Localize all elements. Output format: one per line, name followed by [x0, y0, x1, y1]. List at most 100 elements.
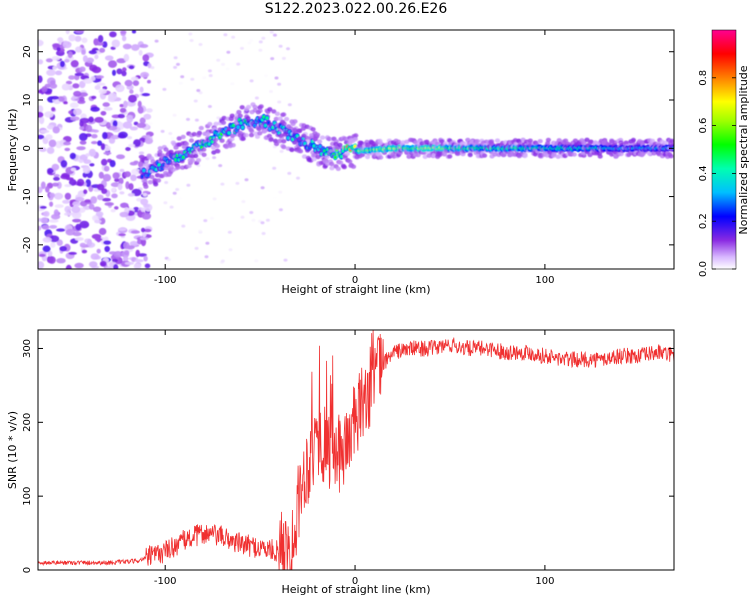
noise-blob — [62, 199, 70, 204]
noise-blob — [39, 129, 50, 134]
noise-blob — [64, 59, 70, 63]
noise-blob — [190, 77, 195, 81]
noise-blob — [122, 256, 129, 262]
noise-blob — [241, 200, 246, 204]
ridge-halo — [527, 138, 533, 143]
noise-blob — [49, 192, 55, 198]
noise-blob — [64, 205, 72, 213]
ridge-halo — [669, 138, 674, 144]
noise-blob — [212, 197, 217, 201]
ridge-core — [231, 123, 236, 128]
noise-blob — [55, 70, 63, 76]
noise-blob — [111, 258, 118, 263]
noise-blob — [164, 181, 169, 184]
ridge-halo — [662, 140, 668, 146]
y-tick-label: -20 — [22, 237, 33, 253]
noise-blob — [131, 30, 137, 34]
noise-blob — [88, 261, 98, 268]
noise-blob — [128, 65, 135, 70]
noise-blob — [112, 69, 116, 76]
noise-blob — [85, 179, 91, 188]
noise-blob — [121, 70, 127, 77]
ridge-halo — [281, 121, 287, 126]
noise-blob — [68, 251, 77, 255]
y-tick-label: 10 — [22, 94, 33, 107]
noise-blob — [75, 196, 85, 202]
noise-blob — [296, 176, 300, 180]
ridge-halo — [646, 151, 653, 156]
noise-blob — [45, 58, 53, 63]
colorbar-tick-label: 0.6 — [698, 118, 709, 134]
noise-blob — [123, 100, 128, 109]
noise-blob — [130, 174, 137, 182]
ridge-core — [181, 155, 185, 159]
noise-blob — [258, 40, 263, 44]
noise-blob — [123, 241, 130, 250]
noise-blob — [220, 182, 225, 186]
ridge-halo — [139, 157, 145, 163]
ridge-core — [236, 125, 240, 129]
noise-blob — [78, 159, 84, 164]
noise-blob — [84, 199, 92, 203]
ridge-halo — [207, 121, 213, 127]
noise-blob — [53, 192, 64, 200]
noise-blob — [109, 160, 116, 168]
noise-blob — [212, 156, 217, 160]
noise-blob — [72, 201, 81, 207]
noise-blob — [143, 113, 152, 120]
noise-blob — [69, 102, 79, 108]
noise-blob — [118, 177, 124, 185]
noise-blob — [72, 83, 80, 89]
spectrogram-y-axis-label: Frequency (Hz) — [6, 109, 19, 192]
ridge-halo — [214, 143, 220, 149]
ridge-halo — [191, 132, 197, 137]
ridge-halo — [353, 133, 359, 138]
ridge-core — [333, 155, 337, 160]
noise-blob — [205, 157, 210, 161]
ridge-halo — [310, 153, 317, 158]
noise-blob — [38, 134, 45, 140]
noise-blob — [94, 54, 99, 60]
noise-blob — [218, 164, 223, 168]
noise-blob — [42, 245, 51, 253]
noise-blob — [59, 246, 67, 252]
noise-blob — [251, 218, 256, 222]
ridge-halo — [163, 147, 169, 152]
noise-blob — [141, 93, 151, 97]
ridge-halo — [213, 137, 219, 143]
noise-blob — [46, 124, 55, 130]
noise-blob — [112, 172, 120, 180]
noise-blob — [193, 99, 198, 103]
noise-blob — [38, 105, 44, 113]
ridge-halo — [494, 138, 501, 143]
noise-blob — [140, 198, 149, 206]
noise-blob — [45, 134, 53, 140]
noise-blob — [96, 248, 101, 254]
noise-blob — [49, 225, 58, 229]
noise-blob — [141, 212, 152, 220]
noise-blob — [170, 136, 175, 140]
ridge-halo — [262, 128, 268, 134]
noise-blob — [181, 224, 186, 228]
noise-blob — [83, 189, 88, 195]
ridge-halo — [588, 139, 594, 144]
ridge-halo — [307, 157, 313, 162]
noise-blob — [145, 87, 150, 90]
noise-blob — [38, 89, 43, 94]
noise-blob — [82, 55, 88, 63]
ridge-halo — [268, 137, 274, 142]
noise-blob — [113, 251, 123, 258]
noise-blob — [235, 181, 240, 185]
noise-blob — [91, 134, 98, 139]
noise-blob — [63, 101, 68, 105]
noise-blob — [99, 260, 107, 267]
noise-blob — [175, 188, 180, 191]
noise-blob — [79, 96, 85, 102]
ridge-halo — [274, 111, 280, 117]
noise-blob — [138, 151, 145, 155]
noise-blob — [147, 63, 152, 69]
noise-blob — [94, 85, 101, 90]
noise-blob — [180, 75, 185, 79]
y-tick-label: 100 — [22, 487, 33, 506]
ridge-halo — [245, 116, 251, 121]
